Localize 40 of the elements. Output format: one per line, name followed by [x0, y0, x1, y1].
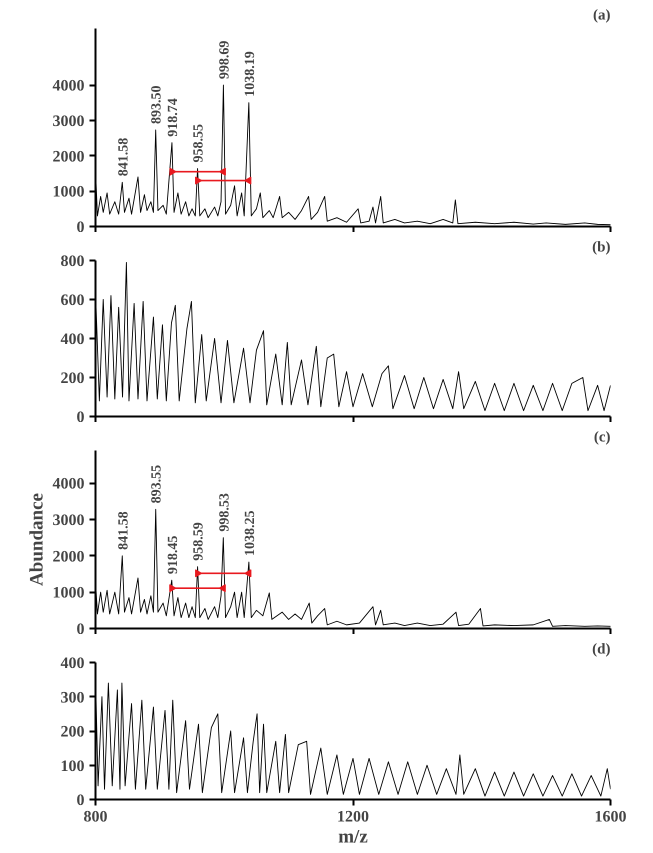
y-tick-label: 2000 [52, 548, 84, 566]
y-tick-label: 3000 [52, 112, 84, 130]
annotation: 893.55 [150, 464, 165, 504]
y-tick-label: 1000 [52, 584, 84, 602]
y-tick-label: 3000 [52, 512, 84, 530]
y-tick-label: 1000 [52, 184, 84, 201]
x-axis-title: m/z [338, 826, 368, 848]
y-tick-label: 200 [60, 370, 84, 387]
annotation: 893.50 [150, 85, 165, 124]
annotation: 1038.19 [242, 51, 258, 97]
annotation: 841.58 [116, 511, 132, 550]
x-tick-label: 1200 [337, 808, 369, 826]
y-tick-label: 0 [76, 409, 84, 426]
annotation: 958.59 [192, 522, 207, 561]
y-axis-title: Abundance [26, 493, 48, 586]
annotation: 998.53 [217, 493, 232, 532]
y-tick-label: 2000 [52, 148, 84, 166]
annotation: 918.74 [166, 98, 181, 137]
y-tick-label: 4000 [52, 78, 84, 95]
y-tick-label: 400 [60, 331, 84, 348]
y-tick-label: 300 [60, 689, 84, 706]
annotation: 958.55 [192, 124, 207, 163]
y-tick-label: 0 [76, 219, 84, 236]
y-tick-label: 200 [60, 724, 84, 740]
chart-title: (b) [592, 240, 611, 256]
chart-title: (c) [594, 430, 611, 446]
y-tick-label: 0 [76, 792, 84, 809]
y-tick-label: 0 [76, 621, 84, 638]
y-tick-label: 600 [60, 292, 84, 309]
annotation: 841.58 [116, 138, 132, 176]
y-tick-label: 4000 [52, 476, 84, 493]
y-tick-label: 100 [60, 758, 84, 775]
y-tick-label: 400 [60, 655, 84, 672]
x-tick-label: 1600 [594, 808, 626, 826]
annotation: 1038.25 [242, 510, 258, 556]
chart-title: (a) [593, 8, 611, 24]
y-tick-label: 800 [60, 253, 84, 270]
chart-title: (d) [592, 642, 611, 658]
annotation: 918.45 [166, 536, 181, 574]
annotation: 998.69 [217, 40, 232, 80]
